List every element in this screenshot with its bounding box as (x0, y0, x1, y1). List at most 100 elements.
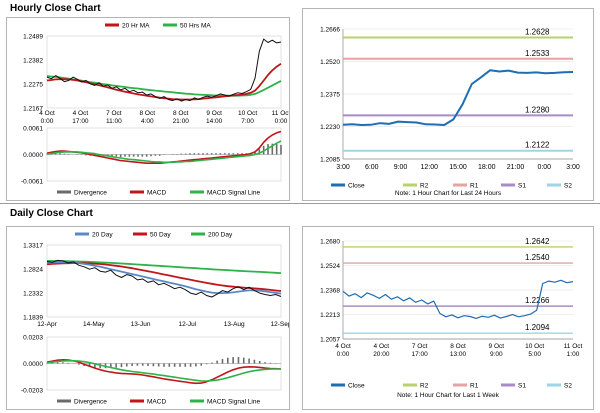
daily-macd-legend-divergence-label: Divergence (74, 399, 107, 406)
daily-pivot-x-tick-date: 7 Oct (412, 343, 428, 350)
daily-pivot-x-tick-time: 1:00 (567, 351, 580, 358)
hourly-pivot-level-label-r1: 1.2533 (525, 49, 550, 58)
hourly-ma-chart: 20 Hr MA 50 Hrs MA 1.2489 1.2382 1.2275 1.216… (21, 23, 289, 197)
daily-pivot-x-tick-date: 10 Oct (525, 343, 544, 350)
daily-pivot-level-label-r1: 1.2540 (525, 253, 550, 262)
daily-pivot-legend-close-label: Close (348, 383, 365, 390)
hourly-pivot-y-tick: 1.2375 (320, 92, 340, 99)
daily-pivot-panel: 1.2680 1.2524 1.2368 1.2213 1.2057 1.2642 1.25… (302, 226, 594, 410)
daily-macd-legend-macd-label: MACD (147, 399, 166, 406)
hourly-20-hr-ma-line (46, 62, 282, 101)
daily-legend-0-label: 20 Day (92, 232, 113, 239)
daily-macd-y-tick: 0.0000 (23, 361, 43, 368)
daily-y-tick: 1.3317 (23, 243, 43, 250)
hourly-price-line (46, 38, 282, 102)
daily-pivot-x-tick-date: 11 Oct (564, 343, 583, 350)
hourly-pivot-y-tick: 1.2520 (320, 59, 340, 66)
hourly-pivot-x-tick: 6:00 (365, 164, 379, 171)
daily-x-tick: 12-Apr (37, 321, 57, 328)
hourly-pivot-level-label-r2: 1.2628 (525, 28, 550, 37)
hourly-x-tick-date: 11 Oct (272, 110, 289, 117)
hourly-pivot-x-tick: 3:00 (566, 164, 580, 171)
daily-legend-2-label: 200 Day (208, 232, 233, 239)
daily-x-tick: 13-Aug (224, 321, 245, 328)
daily-pivot-y-tick: 1.2213 (320, 312, 340, 319)
daily-pivot-legend-r1-label: R1 (470, 383, 479, 390)
daily-pivot-x-tick-time: 20:00 (373, 351, 390, 358)
daily-plot-frame (46, 244, 282, 318)
hourly-pivot-legend-close-label: Close (348, 183, 365, 190)
daily-ma-chart: 20 Day 50 Day 200 Day 1.3317 1.2824 1.2332 1.1… (21, 232, 289, 406)
daily-pivot-x-tick-date: 4 Oct (335, 343, 351, 350)
hourly-50-hrs-ma-line (46, 75, 282, 97)
hourly-macd-y-tick: 0.0061 (23, 126, 43, 133)
daily-pivot-level-label-s1: 1.2266 (525, 296, 550, 305)
daily-pivot-y-tick: 1.2057 (320, 337, 340, 344)
hourly-x-tick-time: 0:00 (275, 118, 288, 125)
daily-price-line (46, 259, 282, 298)
hourly-pivot-close-line (342, 69, 574, 126)
daily-x-tick: 12-Jul (179, 321, 197, 328)
daily-pivot-x-tick-date: 8 Oct (450, 343, 466, 350)
hourly-pivot-legend-s1-label: S1 (518, 183, 526, 190)
hourly-x-tick-date: 8 Oct (140, 110, 156, 117)
hourly-x-tick-date: 4 Oct (39, 110, 55, 117)
hourly-pivot-x-tick: 18:00 (478, 164, 496, 171)
daily-y-tick: 1.1839 (23, 315, 43, 322)
hourly-x-tick-time: 7:00 (241, 118, 254, 125)
hourly-x-tick-time: 11:00 (106, 118, 122, 125)
daily-macd-macd-signal-line-line (46, 360, 281, 382)
daily-macd-y-tick: 0.0203 (23, 335, 43, 342)
hourly-pivot-x-tick: 0:00 (537, 164, 551, 171)
daily-macd-legend-signal-label: MACD Signal Line (207, 399, 260, 406)
daily-pivot-legend-s2-label: S2 (564, 383, 572, 390)
hourly-macd-legend-macd-label: MACD (147, 190, 166, 197)
daily-pivot-note: Note: 1 Hour Chart for Last 1 Week (397, 392, 500, 399)
hourly-y-tick: 1.2489 (23, 34, 43, 41)
hourly-x-tick-date: 7 Oct (106, 110, 122, 117)
daily-pivot-x-tick-time: 5:00 (528, 351, 541, 358)
daily-pivot-level-label-r2: 1.2642 (525, 237, 550, 246)
hourly-x-tick-time: 4:00 (141, 118, 154, 125)
hourly-x-tick-date: 8 Oct (173, 110, 189, 117)
hourly-macd-legend-divergence-label: Divergence (74, 190, 107, 197)
hourly-macd-macd-signal-line-line (46, 140, 282, 164)
hourly-pivot-panel: 1.2666 1.2520 1.2375 1.2230 1.2085 1.2628 1.25… (302, 8, 594, 201)
daily-pivot-level-label-s2: 1.2094 (525, 323, 550, 332)
daily-macd-macd-line (46, 359, 282, 385)
hourly-legend-1-label: 50 Hrs MA (180, 23, 211, 30)
hourly-pivot-x-tick: 12:00 (420, 164, 438, 171)
hourly-macd-y-tick: 0.0000 (23, 152, 43, 159)
hourly-pivot-note: Note: 1 Hour Chart for Last 24 Hours (395, 190, 502, 197)
hourly-pivot-x-tick: 9:00 (394, 164, 408, 171)
hourly-plot-frame (46, 35, 282, 109)
daily-pivot-x-tick-time: 17:00 (412, 351, 429, 358)
daily-pivot-legend-r2-label: R2 (420, 383, 429, 390)
hourly-pivot-y-tick: 1.2085 (320, 157, 340, 164)
hourly-pivot-x-tick: 3:00 (336, 164, 350, 171)
hourly-y-tick: 1.2275 (23, 81, 43, 88)
daily-x-tick: 14-May (83, 321, 105, 328)
hourly-x-tick-date: 9 Oct (206, 110, 222, 117)
hourly-pivot-level-label-s2: 1.2122 (525, 141, 550, 150)
hourly-legend-0-label: 20 Hr MA (122, 23, 150, 30)
section-divider (0, 203, 600, 204)
hourly-macd-legend-signal-label: MACD Signal Line (207, 190, 260, 197)
daily-50-day-line (46, 262, 282, 292)
hourly-x-tick-time: 21:00 (173, 118, 190, 125)
daily-pivot-chart: 1.2680 1.2524 1.2368 1.2213 1.2057 1.2642 1.25… (320, 237, 583, 399)
hourly-x-tick-time: 14:00 (206, 118, 223, 125)
hourly-pivot-x-tick: 15:00 (449, 164, 467, 171)
hourly-pivot-legend-r1-label: R1 (470, 183, 479, 190)
hourly-pivot-y-tick: 1.2230 (320, 124, 340, 131)
hourly-pivot-level-label-s1: 1.2280 (525, 105, 550, 114)
daily-pivot-x-tick-date: 4 Oct (374, 343, 390, 350)
hourly-y-tick: 1.2382 (23, 57, 43, 64)
daily-pivot-close-line (342, 279, 574, 320)
hourly-x-tick-date: 10 Oct (238, 110, 257, 117)
daily-pivot-y-tick: 1.2524 (320, 263, 340, 270)
daily-y-tick: 1.2332 (23, 290, 43, 297)
daily-200-day-line (47, 260, 282, 274)
daily-macd-y-tick: -0.0203 (21, 388, 43, 395)
daily-pivot-x-tick-time: 13:00 (450, 351, 467, 358)
